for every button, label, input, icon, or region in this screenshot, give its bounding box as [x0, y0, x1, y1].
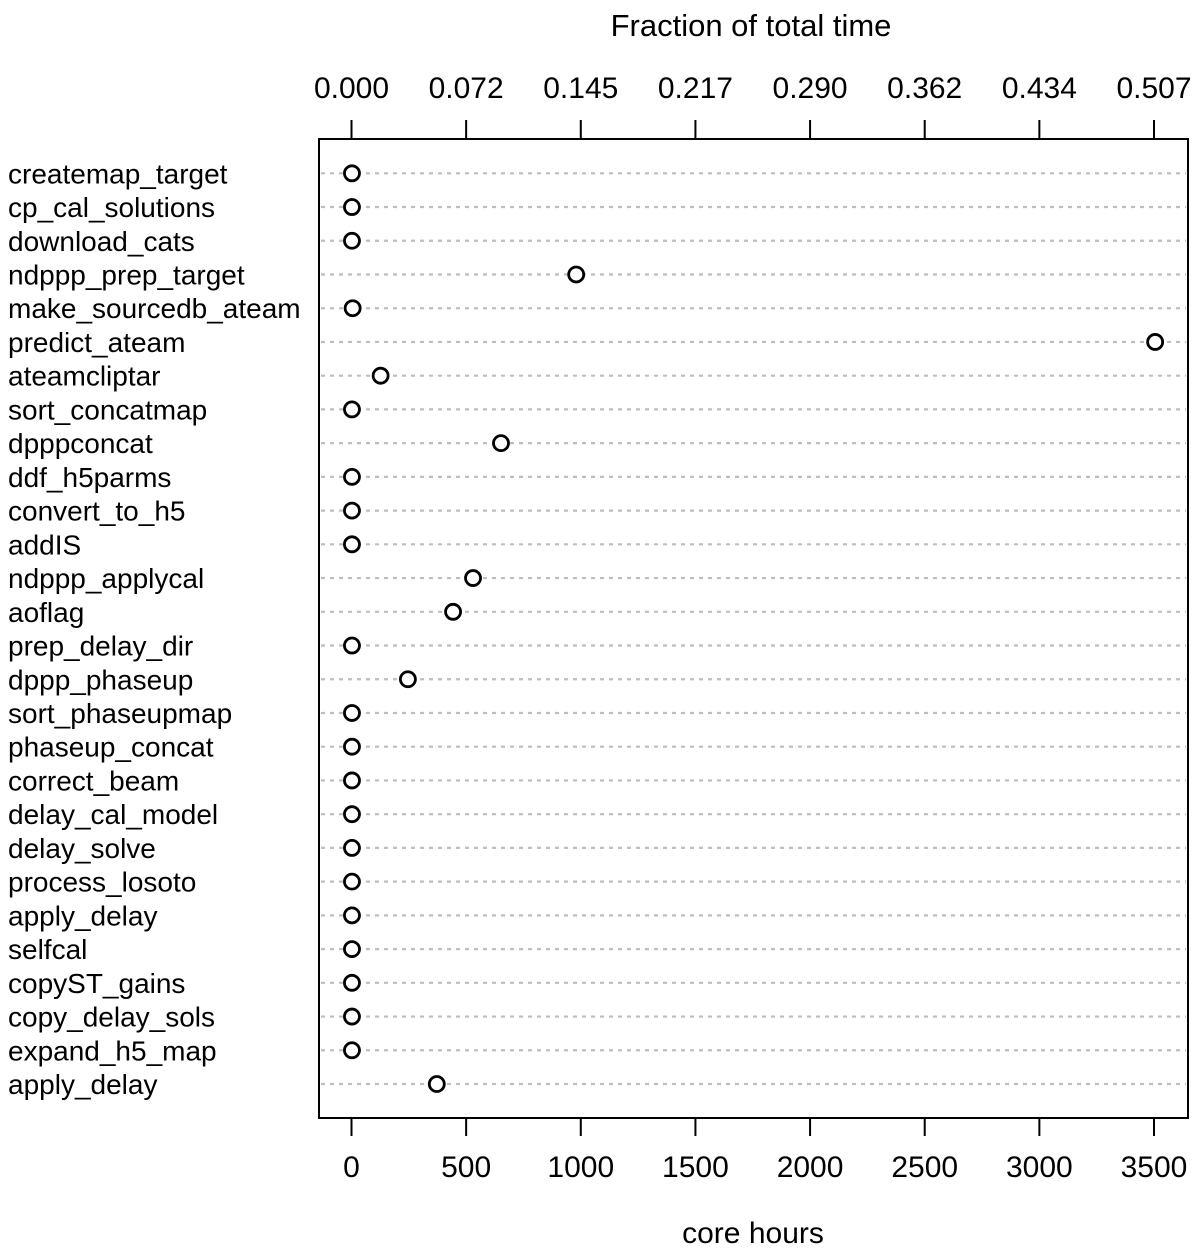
- top-axis-tick-label: 0.145: [543, 72, 618, 105]
- data-point-circle: [343, 198, 361, 216]
- category-label: apply_delay: [8, 1069, 157, 1100]
- data-point-circle: [343, 906, 361, 925]
- data-point-circle: [1146, 333, 1165, 351]
- data-point-circle: [343, 231, 361, 250]
- category-label: delay_solve: [8, 833, 156, 864]
- bottom-axis-tick-label: 1500: [662, 1151, 729, 1184]
- category-label: ndppp_applycal: [8, 563, 204, 594]
- category-label: createmap_target: [8, 158, 228, 189]
- category-label: phaseup_concat: [8, 732, 214, 763]
- top-axis-tick-label: 0.217: [658, 72, 733, 105]
- data-point-circle: [343, 400, 361, 419]
- data-point-circle: [399, 670, 417, 689]
- category-label: aoflag: [8, 597, 84, 628]
- category-label: copyST_gains: [8, 968, 185, 999]
- top-axis-tick-label: 0.362: [887, 72, 962, 105]
- top-axis-tick-label: 0.434: [1002, 72, 1077, 105]
- category-label: sort_concatmap: [8, 394, 207, 425]
- data-point-circle: [343, 1007, 361, 1026]
- bottom-axis-tick-label: 2000: [777, 1151, 844, 1184]
- data-point-circle: [343, 535, 361, 554]
- category-label: addIS: [8, 529, 81, 560]
- category-label: selfcal: [8, 934, 87, 965]
- category-label: delay_cal_model: [8, 799, 218, 830]
- data-point-circle: [567, 265, 586, 284]
- data-point-circle: [343, 501, 361, 520]
- bottom-axis-title: core hours: [682, 1217, 824, 1250]
- data-point-circle: [343, 737, 361, 756]
- category-label: sort_phaseupmap: [8, 698, 232, 729]
- data-point-circle: [444, 602, 462, 621]
- bottom-axis-tick-label: 2500: [891, 1151, 958, 1184]
- bottom-axis-tick-label: 3500: [1121, 1151, 1188, 1184]
- category-label: copy_delay_sols: [8, 1002, 215, 1033]
- top-axis-tick-label: 0.290: [773, 72, 848, 105]
- category-label: dppp_phaseup: [8, 664, 193, 695]
- category-label: ndppp_prep_target: [8, 259, 245, 290]
- data-point-circle: [492, 434, 510, 453]
- bottom-axis-tick-label: 500: [441, 1151, 491, 1184]
- category-label: download_cats: [8, 226, 195, 257]
- category-label: make_sourcedb_ateam: [8, 293, 301, 324]
- data-point-circle: [343, 872, 361, 891]
- top-axis-title: Fraction of total time: [611, 8, 892, 43]
- top-axis-tick-label: 0.507: [1116, 72, 1191, 105]
- data-point-circle: [343, 973, 361, 992]
- data-point-circle: [343, 940, 361, 958]
- category-label: ddf_h5parms: [8, 462, 171, 493]
- data-point-circle: [343, 467, 361, 486]
- category-label: cp_cal_solutions: [8, 192, 215, 223]
- category-label: prep_delay_dir: [8, 631, 193, 662]
- plot-frame: [318, 138, 1189, 1119]
- data-point-circle: [343, 164, 361, 183]
- data-point-circle: [343, 771, 361, 790]
- category-label: dpppconcat: [8, 428, 153, 459]
- data-point-circle: [343, 1041, 361, 1060]
- top-axis-tick-label: 0.072: [429, 72, 504, 105]
- data-point-circle: [427, 1075, 446, 1093]
- category-label: predict_ateam: [8, 327, 185, 358]
- category-label: convert_to_h5: [8, 496, 185, 527]
- bottom-axis-tick-label: 1000: [547, 1151, 614, 1184]
- data-point-circle: [371, 366, 390, 385]
- category-label: process_losoto: [8, 867, 196, 898]
- data-point-circle: [343, 839, 361, 857]
- data-point-circle: [343, 299, 362, 318]
- category-label: ateamcliptar: [8, 361, 161, 392]
- top-axis-tick-label: 0.000: [314, 72, 389, 105]
- chart-plot-area: 0 500 1000 1500 2000 2500 3000 3500 0.000 0.072 0.…: [8, 72, 1192, 1184]
- category-label: correct_beam: [8, 765, 179, 796]
- category-label: expand_h5_map: [8, 1035, 217, 1066]
- data-point-circle: [343, 805, 361, 824]
- category-label: apply_delay: [8, 900, 157, 931]
- data-point-circle: [464, 569, 482, 587]
- bottom-axis-tick-label: 3000: [1006, 1151, 1073, 1184]
- data-point-circle: [343, 636, 361, 655]
- data-point-circle: [343, 704, 361, 722]
- bottom-axis-tick-label: 0: [343, 1151, 360, 1184]
